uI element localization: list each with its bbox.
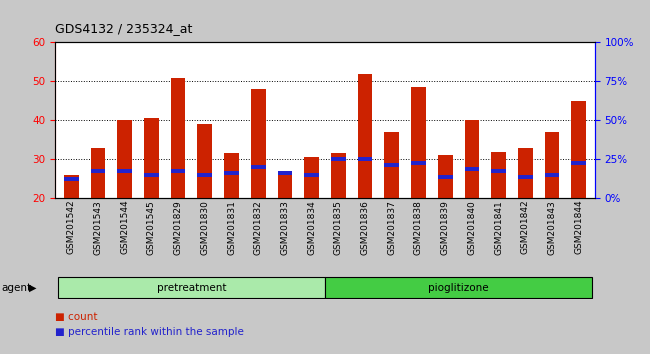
Bar xyxy=(325,277,592,298)
Bar xyxy=(144,173,159,177)
Bar xyxy=(198,124,212,198)
Bar xyxy=(251,89,266,198)
Text: ▶: ▶ xyxy=(29,282,36,293)
Bar xyxy=(358,157,372,161)
Text: GSM201835: GSM201835 xyxy=(334,200,343,255)
Text: GDS4132 / 235324_at: GDS4132 / 235324_at xyxy=(55,22,192,35)
Text: GSM201837: GSM201837 xyxy=(387,200,396,255)
Text: GSM201844: GSM201844 xyxy=(574,200,583,255)
Bar xyxy=(304,157,319,198)
Bar xyxy=(251,165,266,169)
Bar xyxy=(58,277,325,298)
Bar xyxy=(384,163,399,167)
Bar xyxy=(331,157,346,161)
Bar xyxy=(224,154,239,198)
Bar xyxy=(465,167,479,171)
Text: GSM201842: GSM201842 xyxy=(521,200,530,255)
Text: pioglitizone: pioglitizone xyxy=(428,282,489,293)
Bar xyxy=(278,171,292,198)
Bar xyxy=(304,173,319,177)
Bar xyxy=(358,74,372,198)
Bar xyxy=(465,120,479,198)
Bar xyxy=(411,161,426,165)
Bar xyxy=(331,154,346,198)
Bar xyxy=(64,177,79,181)
Text: GSM201544: GSM201544 xyxy=(120,200,129,255)
Text: GSM201832: GSM201832 xyxy=(254,200,263,255)
Bar xyxy=(118,120,132,198)
Text: GSM201545: GSM201545 xyxy=(147,200,156,255)
Text: agent: agent xyxy=(1,282,31,293)
Bar xyxy=(438,155,452,198)
Text: GSM201833: GSM201833 xyxy=(280,200,289,255)
Bar xyxy=(438,175,452,179)
Bar xyxy=(278,171,292,175)
Text: ■ percentile rank within the sample: ■ percentile rank within the sample xyxy=(55,327,244,337)
Text: GSM201831: GSM201831 xyxy=(227,200,236,255)
Bar xyxy=(571,161,586,165)
Text: GSM201841: GSM201841 xyxy=(494,200,503,255)
Bar xyxy=(571,101,586,198)
Bar xyxy=(491,152,506,198)
Bar xyxy=(90,169,105,173)
Text: GSM201843: GSM201843 xyxy=(547,200,556,255)
Text: GSM201543: GSM201543 xyxy=(94,200,103,255)
Text: GSM201829: GSM201829 xyxy=(174,200,183,255)
Bar xyxy=(224,171,239,175)
Bar xyxy=(118,169,132,173)
Bar xyxy=(64,175,79,198)
Text: GSM201839: GSM201839 xyxy=(441,200,450,255)
Text: GSM201840: GSM201840 xyxy=(467,200,476,255)
Text: pretreatment: pretreatment xyxy=(157,282,226,293)
Bar xyxy=(518,175,532,179)
Text: ■ count: ■ count xyxy=(55,312,98,322)
Text: GSM201836: GSM201836 xyxy=(361,200,370,255)
Bar xyxy=(411,87,426,198)
Text: GSM201542: GSM201542 xyxy=(67,200,76,255)
Bar xyxy=(171,169,185,173)
Bar xyxy=(518,148,532,198)
Text: GSM201838: GSM201838 xyxy=(414,200,423,255)
Bar xyxy=(384,132,399,198)
Bar xyxy=(545,173,560,177)
Bar xyxy=(491,169,506,173)
Bar xyxy=(90,148,105,198)
Text: GSM201834: GSM201834 xyxy=(307,200,316,255)
Bar xyxy=(545,132,560,198)
Text: GSM201830: GSM201830 xyxy=(200,200,209,255)
Bar xyxy=(144,118,159,198)
Bar xyxy=(198,173,212,177)
Bar xyxy=(171,78,185,198)
